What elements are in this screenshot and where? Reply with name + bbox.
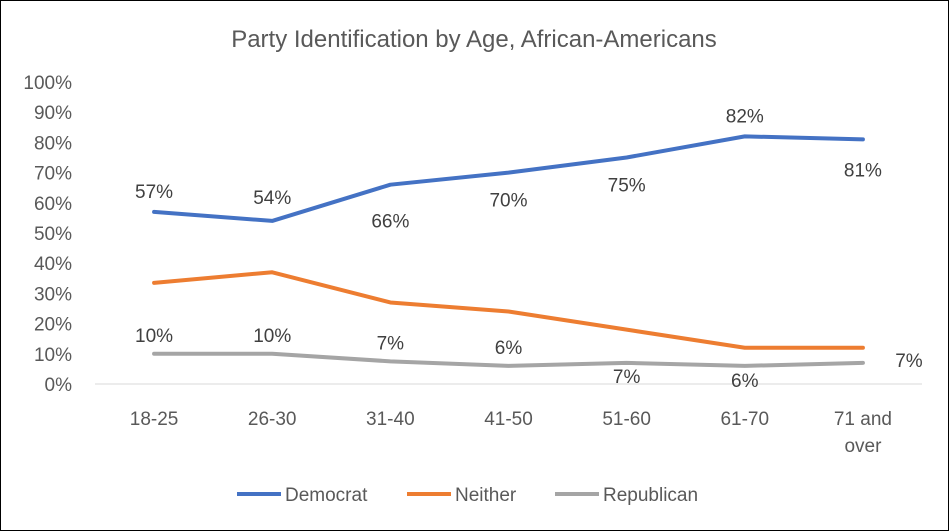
y-tick-label: 70% [34,164,72,185]
y-tick-label: 0% [45,375,73,396]
series-line-democrat [152,134,865,223]
data-label-republican: 7% [613,367,641,388]
series-layer [152,134,865,368]
x-tick-label: 71 and over [834,409,892,457]
y-tick-label: 60% [34,194,72,215]
y-tick-label: 50% [34,224,72,245]
data-label-republican: 6% [731,371,759,392]
y-tick-label: 90% [34,103,72,124]
x-tick-label: 41-50 [484,409,533,430]
data-labels: 57% 54% 66% 70% 75% 82% 81% 10% 10% 7% 6% 7% 6% 7% [135,106,923,392]
x-tick-label: 61-70 [720,409,769,430]
legend-label: Democrat [285,485,368,506]
data-label-democrat: 75% [608,176,646,197]
data-label-republican: 7% [895,351,923,372]
axes: 0% 10% 20% 30% 40% 50% 60% 70% 80% 90% 100% 18-25 26… [23,73,922,457]
data-label-republican: 10% [135,326,173,347]
y-tick-label: 80% [34,133,72,154]
x-tick-label: 26-30 [248,409,297,430]
x-tick-label-line: over [844,436,882,457]
data-label-democrat: 54% [253,188,291,209]
data-label-democrat: 81% [844,160,882,181]
legend-label: Neither [455,485,517,506]
y-tick-label: 100% [23,73,72,94]
y-tick-label: 30% [34,284,72,305]
y-tick-label: 20% [34,315,72,336]
series-line-neither [152,270,865,350]
data-label-democrat: 66% [371,212,409,233]
y-tick-label: 10% [34,345,72,366]
legend: Democrat Neither Republican [237,485,698,506]
y-tick-label: 40% [34,254,72,275]
series-line-republican [152,351,865,368]
chart-title: Party Identification by Age, African-Ame… [231,26,717,53]
x-tick-label: 18-25 [130,409,179,430]
data-label-republican: 7% [377,333,405,354]
data-label-republican: 10% [253,326,291,347]
legend-label: Republican [603,485,698,506]
x-tick-label: 31-40 [366,409,415,430]
data-label-democrat: 57% [135,182,173,203]
x-tick-label: 51-60 [602,409,651,430]
data-label-democrat: 82% [726,106,764,127]
data-label-republican: 6% [495,338,523,359]
x-tick-label-line: 71 and [834,409,892,430]
data-label-democrat: 70% [489,191,527,212]
